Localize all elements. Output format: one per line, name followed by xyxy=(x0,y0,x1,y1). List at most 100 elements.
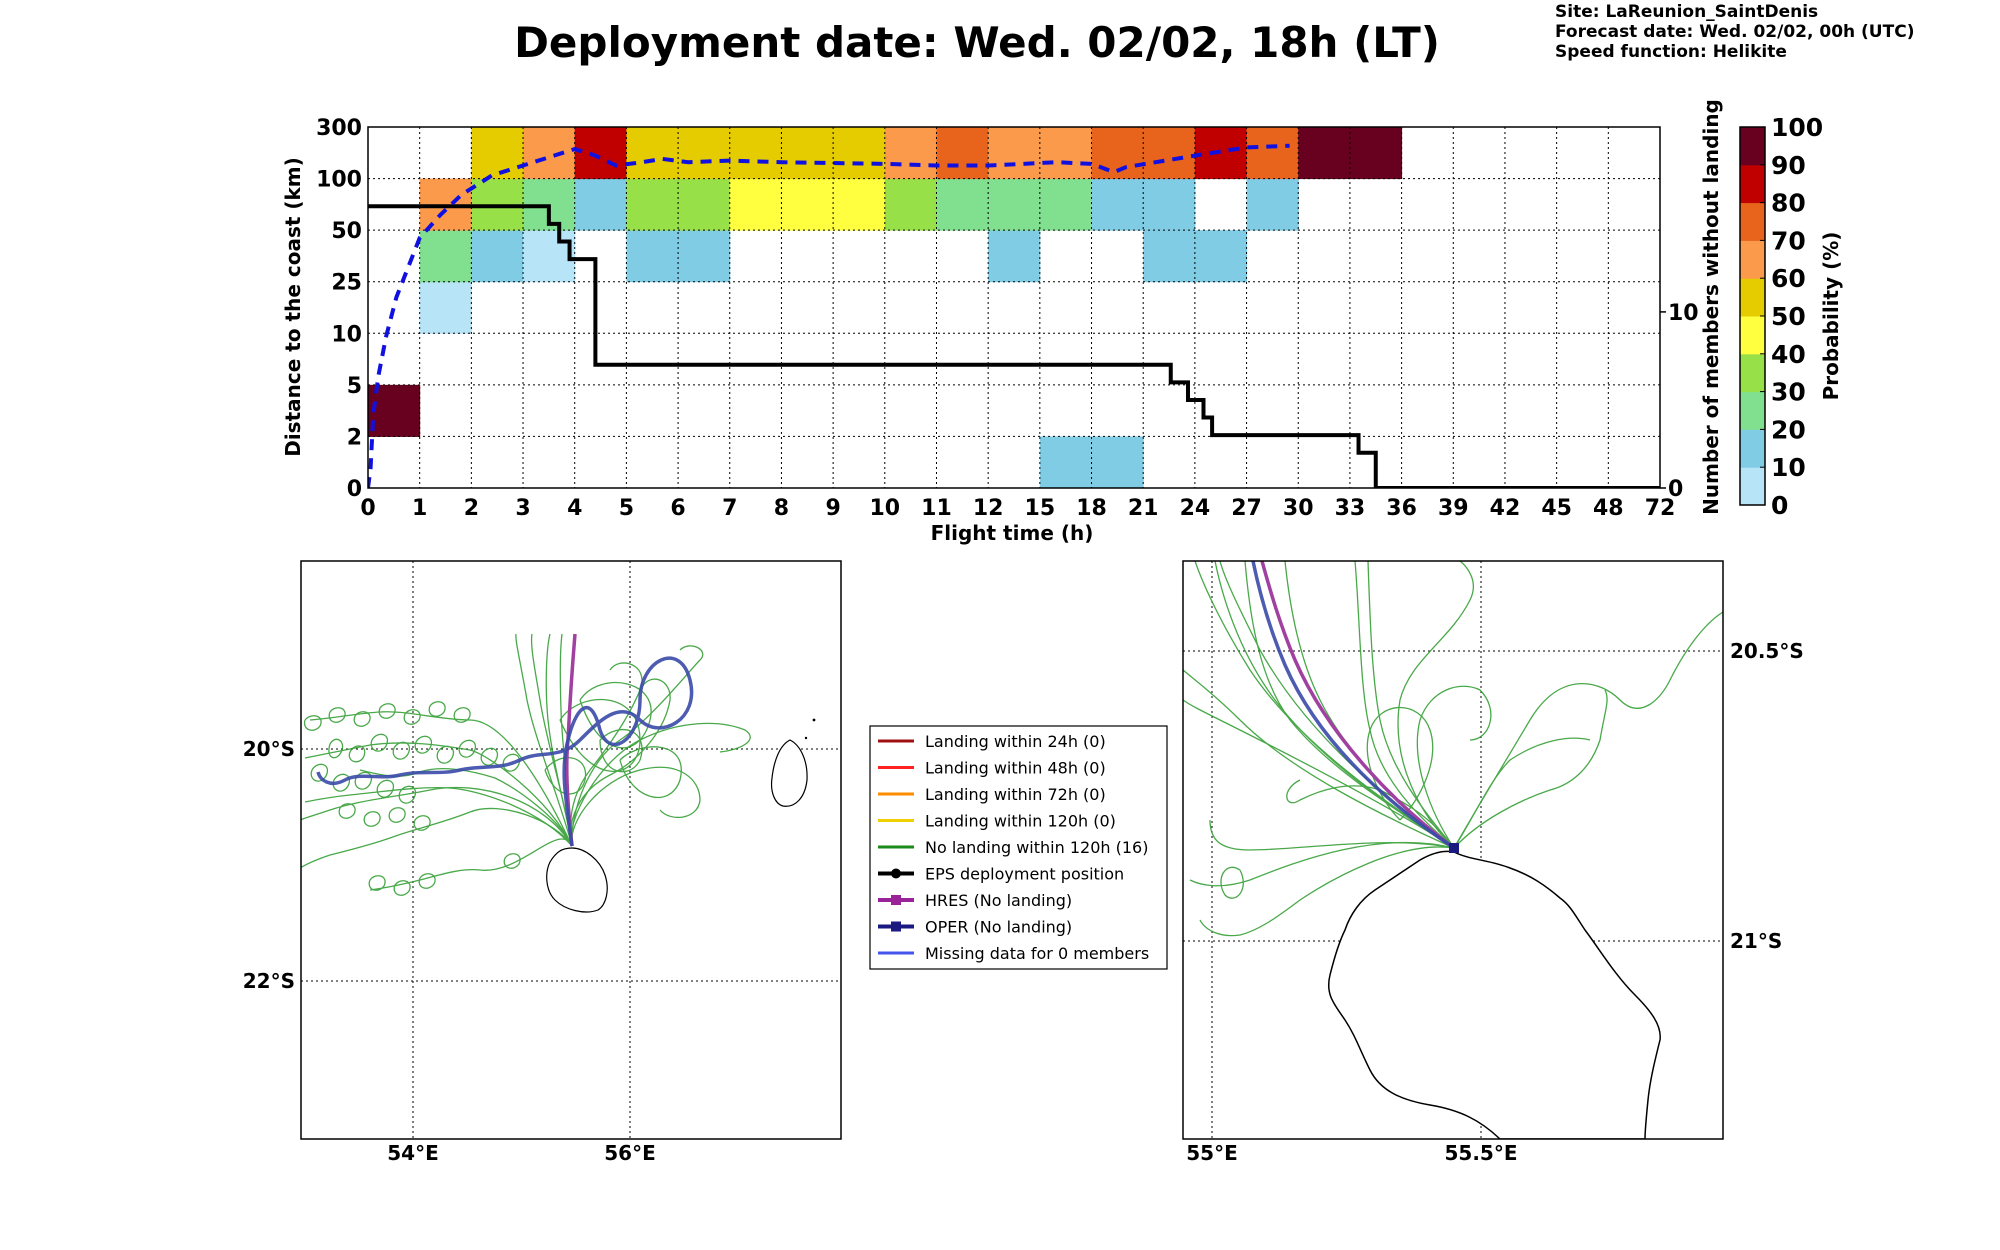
map1-reunion-coast xyxy=(546,847,608,913)
x-tick-label: 39 xyxy=(1438,496,1469,521)
legend-frame xyxy=(869,725,1168,970)
heatmap-cell xyxy=(1194,127,1248,180)
heatmap-cell xyxy=(833,127,886,180)
heatmap-cell xyxy=(884,127,937,180)
x-tick-label: 0 xyxy=(360,496,375,521)
colorbar-block xyxy=(1740,391,1765,430)
heatmap-cell xyxy=(471,127,524,180)
map2-frame xyxy=(1182,560,1724,1140)
colorbar: 0 10 20 30 40 50 60 70 80 90 100 Probability (%) xyxy=(1739,113,1843,520)
map-legend: Landing within 24h (0) Landing within 48h… xyxy=(869,725,1168,970)
legend-label: EPS deployment position xyxy=(925,865,1124,884)
colorbar-tick-labels: 0 10 20 30 40 50 60 70 80 90 100 xyxy=(1760,113,1823,520)
x-tick-label: 5 xyxy=(619,496,634,521)
heatmap-cell xyxy=(419,281,472,334)
heatmap-cell xyxy=(678,230,731,283)
map2-xtick-55-5e: 55.5°E xyxy=(1444,1141,1517,1165)
x-tick-label: 24 xyxy=(1180,496,1211,521)
heatmap-cell xyxy=(523,230,576,283)
legend-label: Landing within 120h (0) xyxy=(925,812,1116,831)
colorbar-tick-label: 100 xyxy=(1771,113,1823,142)
heatmap-cell xyxy=(523,127,576,180)
heatmap-cell xyxy=(781,127,834,180)
colorbar-tick-label: 40 xyxy=(1771,340,1806,369)
colorbar-block xyxy=(1740,202,1765,241)
x-tick-label: 7 xyxy=(722,496,737,521)
colorbar-tick-label: 60 xyxy=(1771,264,1806,293)
map1-xtick-54e: 54°E xyxy=(387,1141,439,1165)
legend-label: No landing within 120h (16) xyxy=(925,838,1148,857)
y-tick-label: 300 xyxy=(316,116,362,141)
legend-items: Landing within 24h (0) Landing within 48h… xyxy=(878,732,1149,963)
heatmap-cell xyxy=(1039,436,1093,489)
title-text: Deployment date: Wed. 02/02, 18h (LT) xyxy=(514,18,1440,67)
legend-label: HRES (No landing) xyxy=(925,891,1072,910)
map2-ytick-21s: 21°S xyxy=(1730,929,1782,953)
heatmap-cell xyxy=(988,178,1041,231)
left-map: 54°E 56°E 20°S 22°S xyxy=(243,560,842,1165)
map2-xtick-55e: 55°E xyxy=(1186,1141,1238,1165)
map2-ensemble-trajectories xyxy=(1183,561,1723,937)
x-tick-label: 27 xyxy=(1231,496,1262,521)
y-tick-label: 25 xyxy=(331,271,362,296)
heatmap-cell xyxy=(884,178,937,231)
x-tick-label: 2 xyxy=(464,496,479,521)
heatmap-cell xyxy=(1143,127,1196,180)
map2-deployment-marker xyxy=(1449,843,1459,853)
heatmap-cell xyxy=(1298,127,1351,180)
heatmap-cell xyxy=(1143,178,1196,231)
x-tick-label: 11 xyxy=(921,496,952,521)
heatmap-cell xyxy=(1039,178,1093,231)
heatmap-cell xyxy=(1349,127,1403,180)
colorbar-block xyxy=(1740,429,1765,468)
map2-oper-trajectory xyxy=(1251,561,1455,850)
legend-label: Landing within 24h (0) xyxy=(925,732,1106,751)
right-y-tick-labels: 0 10 xyxy=(1660,301,1699,502)
heatmap-cell xyxy=(1091,178,1144,231)
right-map: 55°E 55.5°E 20.5°S 21°S xyxy=(1182,560,1804,1165)
right-y-axis-label: Number of members without landing xyxy=(1699,99,1723,515)
colorbar-blocks xyxy=(1740,127,1765,506)
x-tick-label: 10 xyxy=(869,496,900,521)
x-tick-labels: 0 1 2 3 4 5 6 7 8 9 10 11 12 15 18 21 24 27 30 33 36 39 42 45 48… xyxy=(360,496,1675,521)
heatmap-cell xyxy=(574,178,627,231)
map1-frame xyxy=(300,560,842,1140)
heatmap-cell xyxy=(678,127,731,180)
x-tick-label: 18 xyxy=(1076,496,1107,521)
heatmap-cell xyxy=(1194,230,1248,283)
y-tick-label: 50 xyxy=(331,219,362,244)
site-label: Site: LaReunion_SaintDenis xyxy=(1555,2,1819,22)
map1-ytick-22s: 22°S xyxy=(243,969,295,993)
map2-reunion-coast xyxy=(1328,850,1661,1139)
members-without-landing-line xyxy=(368,204,1660,488)
x-tick-label: 72 xyxy=(1645,496,1676,521)
heatmap-cell xyxy=(626,127,679,180)
colorbar-block xyxy=(1740,278,1765,317)
y-tick-label: 2 xyxy=(347,425,362,450)
x-tick-label: 8 xyxy=(774,496,789,521)
legend-label: Landing within 72h (0) xyxy=(925,785,1106,804)
colorbar-tick-label: 80 xyxy=(1771,189,1806,218)
colorbar-block xyxy=(1740,316,1765,355)
colorbar-tick-label: 10 xyxy=(1771,453,1806,482)
map1-oper-trajectory xyxy=(316,656,694,847)
heatmap-cell xyxy=(936,178,989,231)
heatmap-cell xyxy=(729,178,782,231)
map1-ensemble-trajectories xyxy=(301,633,751,896)
legend-marker-square xyxy=(891,895,901,905)
horizontal-gridlines xyxy=(368,178,1660,437)
map1-xtick-56e: 56°E xyxy=(604,1141,656,1165)
x-axis-label: Flight time (h) xyxy=(931,521,1094,545)
heatmap-cell xyxy=(1246,127,1299,180)
heatmap-frame xyxy=(367,126,1661,489)
y-tick-label: 100 xyxy=(316,168,362,193)
heatmap-cell xyxy=(1091,436,1144,489)
x-tick-label: 6 xyxy=(670,496,685,521)
legend-label: Missing data for 0 members xyxy=(925,944,1149,963)
x-tick-label: 48 xyxy=(1593,496,1624,521)
colorbar-tick-label: 50 xyxy=(1771,302,1806,331)
map2-hres-trajectory xyxy=(1260,561,1456,850)
right-y-tick-label: 10 xyxy=(1668,301,1699,326)
y-axis-label: Distance to the coast (km) xyxy=(281,157,305,457)
heatmap-cell xyxy=(729,127,782,180)
